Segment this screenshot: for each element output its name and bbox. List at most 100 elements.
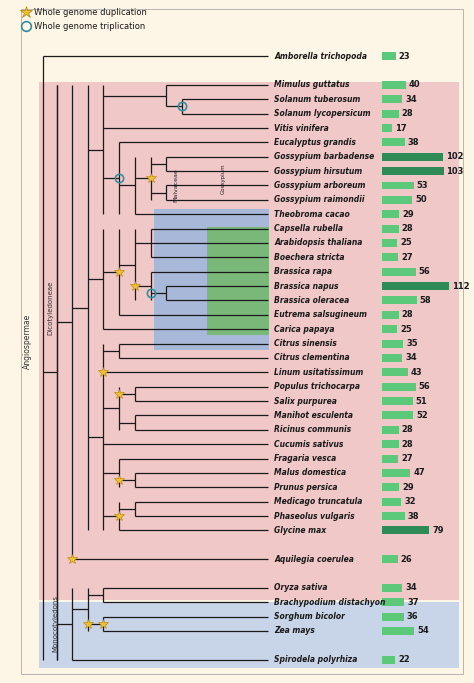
Bar bbox=[382, 110, 399, 117]
Text: Prunus persica: Prunus persica bbox=[274, 483, 338, 492]
Bar bbox=[382, 52, 396, 60]
Text: Arabidopsis thaliana: Arabidopsis thaliana bbox=[274, 238, 363, 247]
Text: Gossypium: Gossypium bbox=[221, 163, 226, 193]
Text: Whole genome triplication: Whole genome triplication bbox=[34, 22, 145, 31]
Text: 22: 22 bbox=[398, 655, 410, 664]
Text: Manihot esculenta: Manihot esculenta bbox=[274, 411, 353, 420]
Text: 17: 17 bbox=[395, 124, 407, 133]
Text: Dicotyledoneae: Dicotyledoneae bbox=[47, 281, 54, 335]
Text: 29: 29 bbox=[402, 483, 414, 492]
Text: Mimulus guttatus: Mimulus guttatus bbox=[274, 81, 350, 89]
Text: 58: 58 bbox=[419, 296, 431, 305]
Bar bbox=[382, 397, 412, 405]
Bar bbox=[382, 124, 392, 132]
Text: 38: 38 bbox=[408, 512, 419, 520]
Text: 51: 51 bbox=[416, 397, 427, 406]
Text: 28: 28 bbox=[402, 109, 413, 118]
Text: 50: 50 bbox=[415, 195, 427, 204]
Text: 34: 34 bbox=[405, 353, 417, 363]
Text: 102: 102 bbox=[446, 152, 464, 161]
Text: Eutrema salsugineum: Eutrema salsugineum bbox=[274, 310, 367, 320]
Text: Monocotyledons: Monocotyledons bbox=[52, 596, 58, 652]
Bar bbox=[382, 325, 397, 333]
Text: 53: 53 bbox=[417, 181, 428, 190]
Text: 27: 27 bbox=[401, 454, 413, 463]
Bar bbox=[382, 210, 400, 218]
Bar bbox=[382, 512, 405, 520]
Bar bbox=[382, 455, 398, 462]
Bar bbox=[382, 613, 404, 621]
Text: Capsella rubella: Capsella rubella bbox=[274, 224, 343, 233]
Bar bbox=[382, 527, 429, 534]
Text: 27: 27 bbox=[401, 253, 413, 262]
Text: 26: 26 bbox=[401, 555, 412, 563]
Bar bbox=[382, 440, 399, 448]
Text: 47: 47 bbox=[413, 469, 425, 477]
Bar bbox=[39, 602, 459, 668]
Bar bbox=[382, 167, 444, 175]
Text: 28: 28 bbox=[402, 310, 413, 320]
Text: 29: 29 bbox=[402, 210, 414, 219]
Bar bbox=[382, 182, 414, 189]
Text: Carica papaya: Carica papaya bbox=[274, 324, 335, 334]
Bar bbox=[382, 484, 400, 491]
Bar bbox=[382, 354, 402, 362]
Text: Theobroma cacao: Theobroma cacao bbox=[274, 210, 350, 219]
Bar bbox=[382, 368, 408, 376]
Text: 28: 28 bbox=[402, 440, 413, 449]
Bar bbox=[382, 282, 449, 290]
Bar bbox=[382, 153, 443, 161]
Bar bbox=[382, 426, 399, 434]
Text: 43: 43 bbox=[411, 368, 422, 377]
Bar bbox=[382, 598, 404, 607]
Text: 52: 52 bbox=[416, 411, 428, 420]
Text: Spirodela polyrhiza: Spirodela polyrhiza bbox=[274, 655, 357, 664]
Text: Gossypium hirsutum: Gossypium hirsutum bbox=[274, 167, 363, 176]
Text: Malus domestica: Malus domestica bbox=[274, 469, 346, 477]
Bar bbox=[382, 382, 416, 391]
Text: Ricinus communis: Ricinus communis bbox=[274, 426, 351, 434]
Bar bbox=[382, 656, 395, 664]
Bar bbox=[154, 208, 269, 350]
Text: 32: 32 bbox=[404, 497, 416, 506]
Text: 34: 34 bbox=[405, 583, 417, 592]
Text: Brachypodium distachyon: Brachypodium distachyon bbox=[274, 598, 386, 607]
Bar bbox=[382, 498, 401, 505]
Text: Angiospermae: Angiospermae bbox=[23, 313, 32, 369]
Bar bbox=[382, 584, 402, 592]
Bar bbox=[382, 253, 398, 262]
Bar bbox=[382, 311, 399, 319]
Text: 25: 25 bbox=[400, 238, 412, 247]
Text: 35: 35 bbox=[406, 339, 418, 348]
Text: 79: 79 bbox=[432, 526, 444, 535]
Text: 54: 54 bbox=[417, 626, 429, 635]
Text: 40: 40 bbox=[409, 81, 420, 89]
Text: Glycine max: Glycine max bbox=[274, 526, 327, 535]
Text: Linum usitatissimum: Linum usitatissimum bbox=[274, 368, 364, 377]
Text: Boechera stricta: Boechera stricta bbox=[274, 253, 345, 262]
Text: 56: 56 bbox=[419, 382, 430, 391]
Text: Whole genome duplication: Whole genome duplication bbox=[34, 8, 146, 17]
Text: Amborella trichopoda: Amborella trichopoda bbox=[274, 52, 367, 61]
Bar bbox=[382, 339, 403, 348]
Bar bbox=[382, 627, 414, 635]
Text: 112: 112 bbox=[452, 281, 470, 290]
Text: Eucalyptus grandis: Eucalyptus grandis bbox=[274, 138, 356, 147]
Bar bbox=[382, 469, 410, 477]
Bar bbox=[382, 239, 397, 247]
Text: Zea mays: Zea mays bbox=[274, 626, 315, 635]
Text: Vitis vinifera: Vitis vinifera bbox=[274, 124, 329, 133]
Text: 25: 25 bbox=[400, 324, 412, 334]
Bar bbox=[382, 268, 416, 276]
Text: Gossypium barbadense: Gossypium barbadense bbox=[274, 152, 374, 161]
Text: Gossypium raimondii: Gossypium raimondii bbox=[274, 195, 365, 204]
Text: Aquilegia coerulea: Aquilegia coerulea bbox=[274, 555, 354, 563]
Text: 28: 28 bbox=[402, 426, 413, 434]
Bar bbox=[382, 196, 412, 204]
Text: Oryza sativa: Oryza sativa bbox=[274, 583, 328, 592]
Text: 28: 28 bbox=[402, 224, 413, 233]
Text: 23: 23 bbox=[399, 52, 410, 61]
Bar bbox=[382, 139, 405, 146]
Text: Gossypium arboreum: Gossypium arboreum bbox=[274, 181, 366, 190]
Text: Solanum lycopersicum: Solanum lycopersicum bbox=[274, 109, 371, 118]
